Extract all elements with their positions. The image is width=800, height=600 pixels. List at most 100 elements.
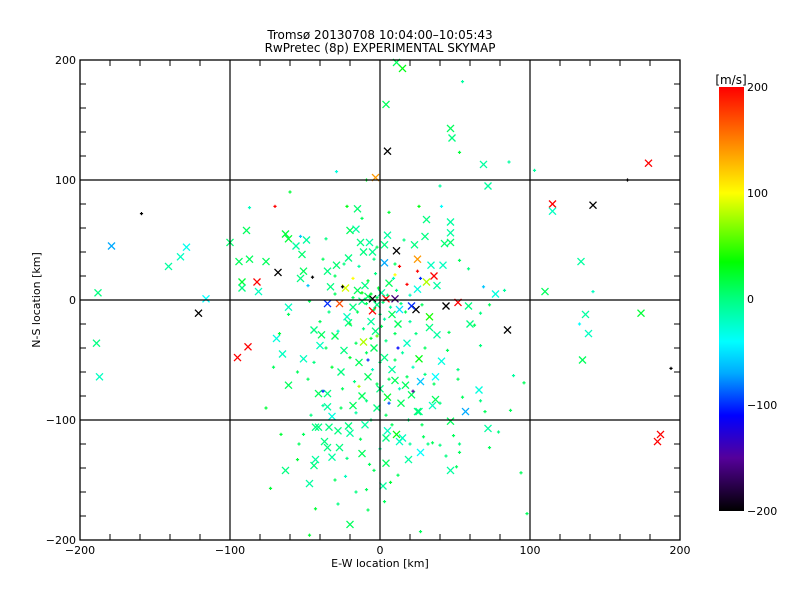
cross-marker <box>380 240 389 249</box>
plus-marker <box>348 322 352 326</box>
cross-marker <box>202 294 210 303</box>
plus-marker <box>420 303 424 307</box>
plus-marker <box>336 329 340 333</box>
plus-marker <box>525 512 529 516</box>
plus-marker <box>403 310 408 314</box>
cross-marker <box>382 100 390 109</box>
cross-marker <box>410 240 419 249</box>
colorbar-ticks: 200 100 0 −100 −200 <box>747 81 777 518</box>
plus-marker <box>297 442 301 446</box>
plus-marker <box>357 264 361 268</box>
plus-marker <box>388 480 393 484</box>
cross-marker <box>403 339 411 348</box>
cross-marker <box>361 420 369 429</box>
plus-marker <box>423 346 427 350</box>
cross-marker <box>344 254 353 262</box>
y-tick-label: 200 <box>55 54 76 67</box>
cross-marker <box>310 461 318 470</box>
plus-marker <box>279 432 283 436</box>
cross-marker <box>346 429 354 438</box>
cross-marker <box>323 299 332 308</box>
cross-marker <box>358 297 366 306</box>
plus-marker <box>483 410 487 414</box>
cross-marker <box>346 520 354 529</box>
cross-marker <box>475 386 483 394</box>
plus-marker <box>405 375 409 379</box>
plus-marker <box>423 372 427 376</box>
plus-marker <box>343 474 348 478</box>
plus-marker <box>460 80 465 84</box>
cross-marker <box>577 257 585 266</box>
cross-marker <box>244 342 252 351</box>
cross-marker <box>340 346 348 355</box>
plus-marker <box>457 258 462 262</box>
cross-marker <box>107 242 116 250</box>
plot-frame: −200 −100 0 100 200 −200 −100 0 100 200 <box>46 54 691 557</box>
plus-marker <box>444 454 448 458</box>
plus-marker <box>369 336 373 340</box>
cross-marker <box>461 407 470 416</box>
cross-marker <box>446 124 455 133</box>
cross-marker <box>358 449 366 458</box>
cross-marker <box>92 339 101 348</box>
cross-marker <box>464 302 473 310</box>
plus-marker <box>415 269 420 273</box>
plus-marker <box>487 446 492 450</box>
cross-marker <box>359 248 368 256</box>
cross-marker <box>368 248 377 256</box>
cross-marker <box>398 434 407 442</box>
cross-marker <box>272 334 281 343</box>
plus-marker <box>439 204 444 208</box>
cross-marker <box>422 215 431 224</box>
cross-marker <box>358 392 366 400</box>
cross-marker <box>422 278 431 286</box>
cross-marker <box>484 182 492 190</box>
cross-marker <box>446 417 455 426</box>
plus-marker <box>502 288 507 292</box>
plus-marker <box>391 276 396 280</box>
plus-marker <box>396 473 400 477</box>
cross-marker <box>326 282 335 291</box>
plus-marker <box>430 441 435 445</box>
cross-marker <box>656 430 665 439</box>
plus-marker <box>511 374 516 378</box>
plus-marker <box>669 366 673 370</box>
plus-marker <box>457 150 462 154</box>
plus-marker <box>420 423 424 427</box>
cross-marker <box>584 329 593 338</box>
cross-marker <box>401 381 410 390</box>
cross-marker <box>388 310 396 319</box>
cross-marker <box>281 230 290 238</box>
plus-marker <box>507 160 511 164</box>
plus-marker <box>418 530 423 534</box>
cross-marker <box>383 231 392 240</box>
plus-marker <box>306 284 310 288</box>
plus-marker <box>367 462 372 466</box>
plus-marker <box>295 458 300 462</box>
cross-marker <box>284 381 293 390</box>
plus-marker <box>366 358 370 362</box>
plus-marker <box>364 351 369 355</box>
plus-marker <box>345 204 349 208</box>
cross-marker <box>371 327 380 336</box>
cross-marker <box>391 294 399 303</box>
plus-marker <box>381 300 385 304</box>
cross-marker <box>388 365 396 374</box>
cross-marker <box>176 252 185 261</box>
plus-marker <box>466 267 471 271</box>
plus-marker <box>354 411 358 415</box>
cross-marker <box>296 274 305 283</box>
cross-marker <box>349 303 357 312</box>
plus-marker <box>327 310 331 314</box>
cross-marker <box>421 232 429 241</box>
cross-marker <box>344 318 353 327</box>
plus-marker <box>139 212 144 216</box>
cross-marker <box>637 309 645 318</box>
cross-marker <box>94 288 102 297</box>
cross-marker <box>317 330 326 339</box>
plus-marker <box>478 311 483 315</box>
cross-marker <box>320 437 329 446</box>
plus-marker <box>313 507 318 511</box>
cross-marker <box>446 228 455 237</box>
cross-marker <box>491 290 500 298</box>
